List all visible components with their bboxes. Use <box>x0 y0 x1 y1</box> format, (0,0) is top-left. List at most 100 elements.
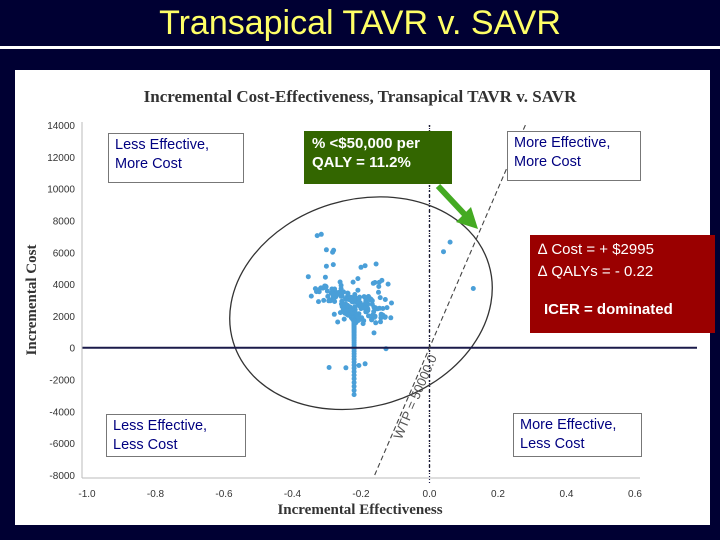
scatter-point <box>323 247 329 253</box>
delta-cost-text: ∆ Cost = + $2995 <box>538 241 654 258</box>
scatter-point <box>351 380 357 385</box>
x-tick-label: -0.8 <box>147 489 165 500</box>
scatter-point <box>362 361 368 367</box>
scatter-point <box>351 372 357 378</box>
scatter-point <box>358 264 364 270</box>
scatter-point <box>378 315 384 321</box>
scatter-point <box>349 298 355 304</box>
slide-title: Transapical TAVR v. SAVR <box>159 4 561 42</box>
scatter-point <box>373 261 379 267</box>
scatter-point <box>318 285 324 291</box>
delta-qalys-text: ∆ QALYs = - 0.22 <box>538 263 654 280</box>
quad-ll-line-1: Less Effective, <box>113 418 208 434</box>
x-tick-label: 0.6 <box>628 489 642 500</box>
scatter-point <box>382 297 388 302</box>
scatter-point <box>350 279 356 285</box>
y-tick-label: -2000 <box>49 376 75 387</box>
scatter-point <box>372 280 378 285</box>
scatter-point <box>369 317 375 323</box>
x-tick-label: -1.0 <box>78 489 96 500</box>
chart-title: Incremental Cost-Effectiveness, Transapi… <box>144 87 577 106</box>
scatter-point <box>382 314 388 320</box>
scatter-point <box>351 392 357 398</box>
scatter-point <box>355 287 361 293</box>
scatter-point <box>331 247 337 253</box>
quadrant-label-less-effective-less-cost: Less Effective, Less Cost <box>106 414 246 457</box>
title-divider <box>0 46 720 49</box>
quad-lr-line-2: Less Cost <box>520 436 585 452</box>
scatter-point <box>305 274 311 280</box>
result-summary-callout: ∆ Cost = + $2995 ∆ QALYs = - 0.22 ICER =… <box>530 235 715 333</box>
scatter-point <box>329 286 335 292</box>
scatter-point <box>370 312 376 318</box>
wtp-percentage-callout: % <$50,000 per QALY = 11.2% <box>304 131 452 184</box>
scatter-point <box>321 297 327 303</box>
scatter-point <box>331 311 337 317</box>
callout-arrow-shaft <box>435 183 471 221</box>
scatter-point <box>351 376 357 382</box>
quadrant-label-more-effective-more-cost: More Effective, More Cost <box>507 131 641 181</box>
scatter-point <box>363 309 369 315</box>
confidence-ellipse <box>229 196 493 411</box>
scatter-point <box>314 233 320 239</box>
scatter-point <box>323 263 329 269</box>
scatter-point <box>335 319 341 325</box>
scatter-point <box>316 299 321 305</box>
scatter-point <box>318 231 324 237</box>
scatter-point <box>351 387 357 393</box>
scatter-point <box>441 249 446 255</box>
scatter-point <box>371 330 377 336</box>
scatter-point <box>330 262 336 268</box>
quad-ur-line-2: More Cost <box>514 154 581 170</box>
scatter-point <box>356 363 362 368</box>
x-tick-label: -0.6 <box>215 489 233 500</box>
scatter-point <box>324 288 330 294</box>
scatter-point <box>308 293 314 299</box>
y-tick-label: 6000 <box>53 248 76 259</box>
axes <box>81 122 697 483</box>
scatter-point <box>373 320 379 326</box>
scatter-point <box>355 276 361 282</box>
quad-ur-line-1: More Effective, <box>514 135 611 151</box>
y-tick-label: 2000 <box>53 312 76 323</box>
y-tick-label: 8000 <box>53 216 76 227</box>
x-tick-label: -0.4 <box>284 489 302 500</box>
scatter-point <box>378 319 383 325</box>
scatter-point <box>366 313 371 319</box>
y-tick-label: 10000 <box>47 185 75 196</box>
y-axis-label: Incremental Cost <box>24 245 40 356</box>
x-tick-label: 0.4 <box>560 489 574 500</box>
quad-ll-line-2: Less Cost <box>113 437 178 453</box>
callout-arrow-head <box>456 207 478 229</box>
quadrant-label-less-effective-more-cost: Less Effective, More Cost <box>108 133 244 183</box>
scatter-point <box>316 289 322 295</box>
scatter-point <box>343 365 349 371</box>
scatter-point <box>326 365 332 370</box>
icer-text: ICER = dominated <box>544 301 673 318</box>
quad-ul-line-1: Less Effective, <box>115 137 210 153</box>
quad-lr-line-1: More Effective, <box>520 417 617 433</box>
scatter-point <box>331 297 337 303</box>
scatter-point <box>355 318 361 323</box>
y-tick-label: -6000 <box>49 439 75 450</box>
scatter-point <box>470 286 476 291</box>
chart-labels: Incremental Cost-Effectiveness, Transapi… <box>24 87 642 518</box>
y-tick-label: -4000 <box>49 407 75 418</box>
quad-ul-line-2: More Cost <box>115 156 182 172</box>
scatter-point <box>343 296 349 302</box>
y-tick-label: 12000 <box>47 153 75 164</box>
wtp-callout-line-2: QALY = 11.2% <box>312 154 411 171</box>
scatter-point <box>372 305 378 311</box>
scatter-point <box>338 293 344 299</box>
scatter-points <box>305 231 476 398</box>
x-tick-label: 0.2 <box>491 489 505 500</box>
y-tick-label: 0 <box>69 344 75 355</box>
scatter-point <box>367 297 373 303</box>
scatter-point <box>380 306 386 311</box>
scatter-point <box>447 239 453 245</box>
x-axis-label: Incremental Effectiveness <box>277 502 442 518</box>
scatter-point <box>384 305 390 311</box>
scatter-point <box>376 279 382 285</box>
scatter-point <box>388 315 394 321</box>
